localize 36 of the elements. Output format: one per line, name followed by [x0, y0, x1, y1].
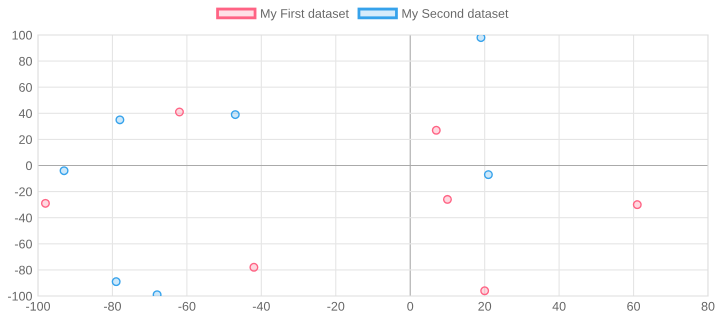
y-tick-label: -100 — [8, 292, 32, 301]
point — [442, 194, 452, 204]
y-tick-label: 40 — [18, 109, 32, 118]
point — [112, 277, 121, 286]
y-tick-label: 100 — [12, 30, 32, 40]
x-tick-label: 80 — [702, 302, 714, 311]
point — [174, 107, 184, 116]
point — [60, 166, 69, 176]
y-tick-label: -80 — [14, 266, 32, 275]
x-tick-label: 40 — [552, 302, 566, 311]
point — [249, 262, 258, 272]
x-tick-label: 60 — [627, 302, 640, 311]
point — [115, 115, 124, 124]
y-tick-label: 60 — [19, 83, 32, 92]
x-tick-label: -40 — [252, 302, 270, 311]
point — [230, 110, 240, 120]
point — [40, 198, 50, 208]
legend-label: My First dataset — [261, 8, 349, 20]
y-tick-label: 0 — [26, 161, 32, 170]
point — [480, 286, 490, 296]
y-tick-label: -40 — [14, 214, 32, 222]
x-tick-label: -100 — [26, 302, 50, 311]
point — [632, 200, 642, 210]
x-tick-label: 0 — [407, 302, 414, 311]
y-tick-label: -20 — [14, 187, 32, 196]
x-tick-label: 20 — [478, 302, 492, 311]
legend-label: My Second dataset — [402, 8, 508, 20]
point — [484, 170, 493, 180]
point — [476, 35, 486, 42]
y-tick-label: 20 — [19, 135, 32, 144]
x-tick-label: -60 — [178, 302, 196, 311]
y-tick-label: -60 — [14, 240, 32, 248]
x-tick-label: -80 — [104, 302, 121, 311]
point — [432, 126, 441, 135]
y-tick-label: 80 — [19, 56, 32, 66]
x-tick-label: -20 — [327, 302, 344, 311]
